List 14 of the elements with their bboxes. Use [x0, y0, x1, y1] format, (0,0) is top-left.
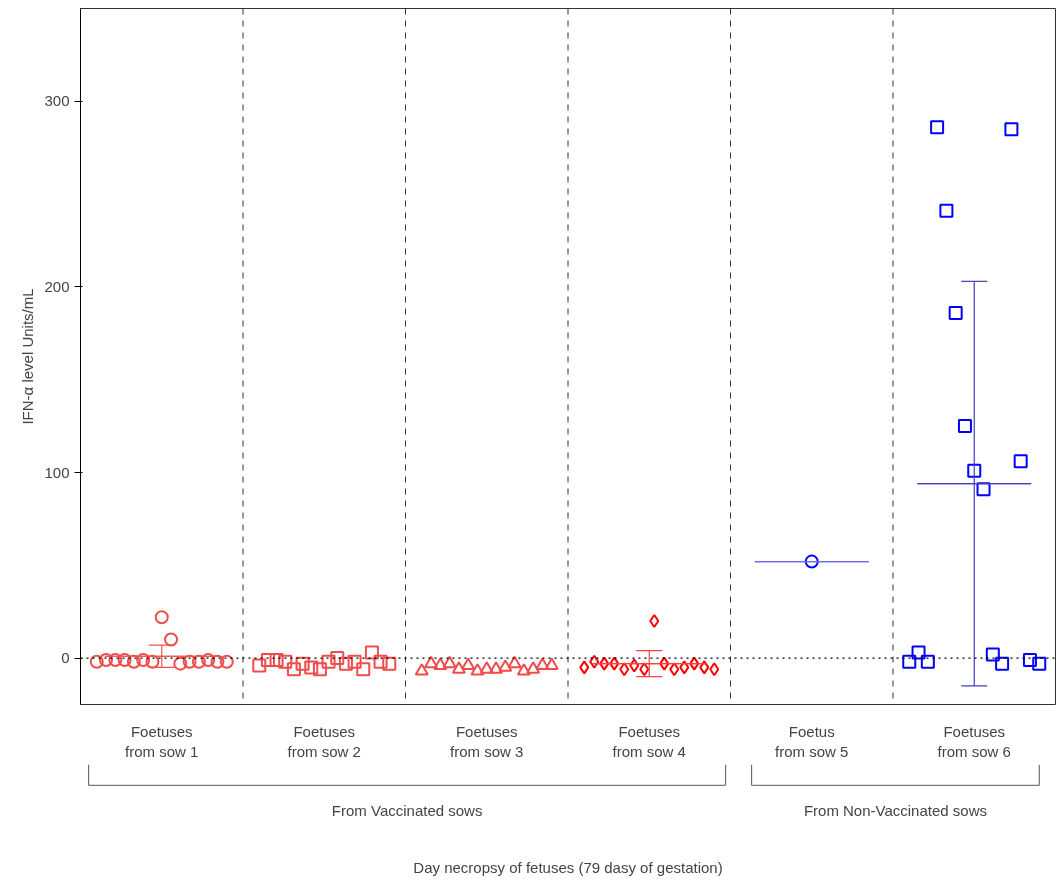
- x-tick-label: Foetuses from sow 4: [612, 722, 686, 760]
- y-tick-label: 100: [44, 463, 70, 481]
- x-tick-label: Foetuses from sow 3: [450, 722, 524, 760]
- text: From Vaccinated sows: [331, 801, 483, 819]
- y-tick-label: 0: [61, 649, 70, 667]
- x-tick-label: Foetuses from sow 6: [937, 722, 1011, 760]
- x-tick-label: Foetuses from sow 1: [125, 722, 199, 760]
- y-tick-label: 300: [44, 92, 70, 110]
- y-tick-label: 200: [44, 277, 70, 295]
- y-axis-title: IFN-α level Units/mL: [19, 288, 37, 425]
- x-tick-label: Foetus from sow 5: [775, 722, 849, 760]
- x-tick-label: Foetuses from sow 2: [287, 722, 361, 760]
- text: Day necropsy of fetuses (79 dasy of gestation): [413, 858, 723, 876]
- text: From Non-Vaccinated sows: [803, 801, 987, 819]
